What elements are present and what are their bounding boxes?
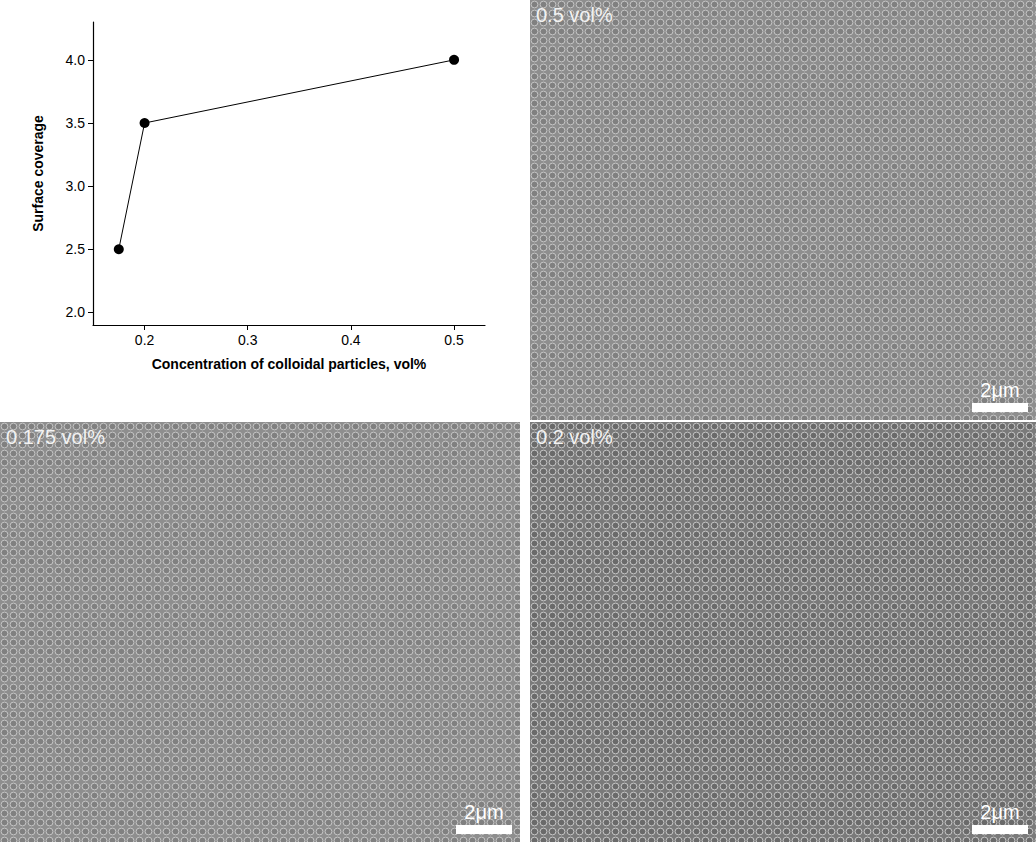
svg-text:0.5: 0.5 <box>444 332 464 348</box>
svg-text:Concentration of colloidal par: Concentration of colloidal particles, vo… <box>152 356 427 372</box>
html-text:2μm: 2μm <box>464 801 504 823</box>
html-text:0.175 vol%: 0.175 vol% <box>6 426 105 448</box>
svg-text:0.3: 0.3 <box>238 332 258 348</box>
html-text:0.5 vol%: 0.5 vol% <box>536 4 613 26</box>
svg-text:2.5: 2.5 <box>66 241 86 257</box>
html-text:2μm: 2μm <box>980 379 1020 401</box>
svg-text:3.5: 3.5 <box>66 115 86 131</box>
html-text:2μm: 2μm <box>980 801 1020 823</box>
svg-text:0.4: 0.4 <box>341 332 361 348</box>
html-text:0.2 vol%: 0.2 vol% <box>536 426 613 448</box>
svg-text:3.0: 3.0 <box>66 178 86 194</box>
svg-text:0.2: 0.2 <box>135 332 155 348</box>
svg-text:2.0: 2.0 <box>66 304 86 320</box>
svg-text:Surface coverage: Surface coverage <box>30 115 46 232</box>
svg-text:4.0: 4.0 <box>66 52 86 68</box>
